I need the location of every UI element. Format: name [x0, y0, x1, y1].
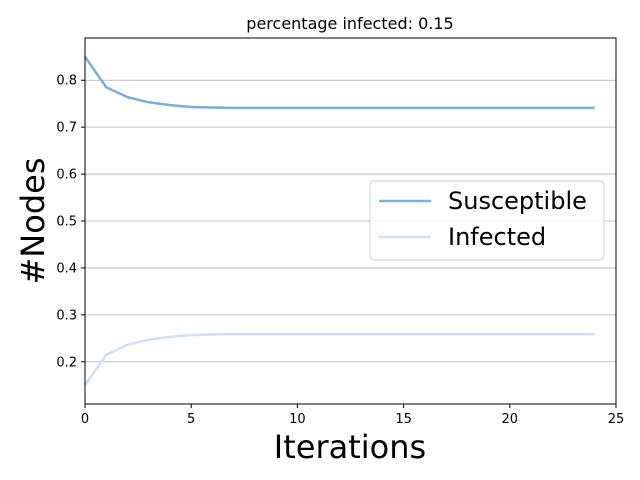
legend: Susceptible Infected [369, 180, 605, 261]
series-lines [83, 56, 595, 386]
x-tick-label: 25 [608, 412, 625, 427]
x-axis-ticks: 0 5 10 15 20 25 [81, 404, 624, 427]
x-tick-label: 10 [289, 412, 306, 427]
y-tick-label: 0.5 [56, 215, 77, 230]
y-tick-label: 0.2 [56, 355, 77, 370]
y-tick-label: 0.3 [56, 308, 77, 323]
y-axis-label: #Nodes [14, 158, 52, 285]
series-line-infected [83, 332, 595, 386]
chart-title: percentage infected: 0.15 [246, 14, 453, 33]
y-tick-label: 0.6 [56, 168, 77, 183]
x-tick-label: 0 [81, 412, 89, 427]
series-line-susceptible [83, 56, 595, 110]
x-tick-label: 20 [502, 412, 519, 427]
legend-label-infected: Infected [448, 223, 546, 251]
y-axis-ticks: 0.2 0.3 0.4 0.5 0.6 0.7 0.8 [56, 74, 85, 370]
y-tick-label: 0.4 [56, 261, 77, 276]
y-grid [85, 79, 616, 363]
x-axis-label: Iterations [274, 428, 426, 466]
x-tick-label: 15 [395, 412, 412, 427]
y-tick-label: 0.8 [56, 74, 77, 89]
y-tick-label: 0.7 [56, 121, 77, 136]
x-tick-label: 5 [187, 412, 195, 427]
legend-label-susceptible: Susceptible [448, 187, 587, 215]
